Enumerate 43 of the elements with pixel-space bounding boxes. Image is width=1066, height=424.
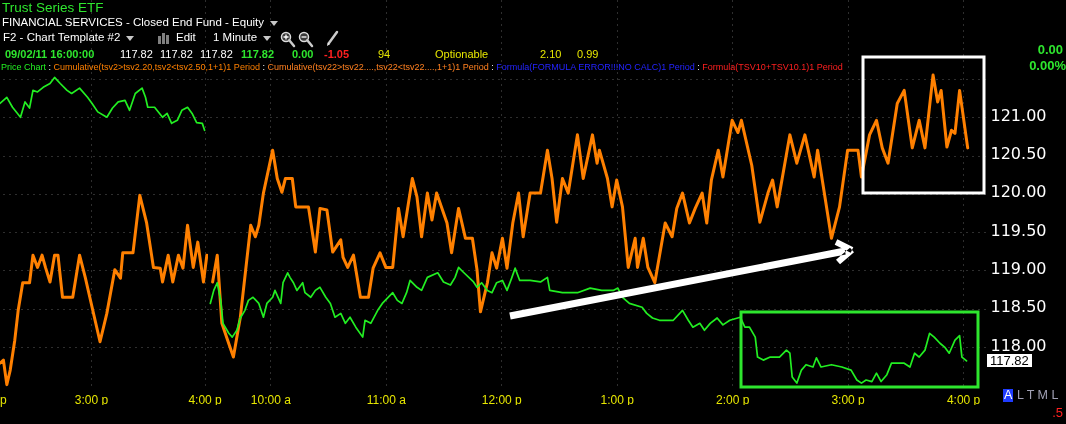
y-tick-label: 118.50 [990,297,1047,317]
y-tick-label: 119.50 [990,220,1047,240]
annotation: 117.82 [160,48,193,60]
text: : [491,62,494,72]
text: FINANCIAL SERVICES - Closed End Fund - Equity [2,16,265,29]
x-tick-label: 11:00 a [366,392,407,407]
y-tick-label: 120.50 [990,144,1047,164]
annotation: Edit [176,31,196,44]
chart-title: Trust Series ETF [2,0,104,15]
annotation: Formula(FORMULA ERROR!!!NO CALC)1 Period [496,62,695,72]
text: 0.00% [1029,58,1066,73]
text: .5 [1052,405,1063,420]
annotation: : [261,62,266,72]
y-tick-label: 119.00 [990,258,1047,278]
y-tick-label: 118.00 [990,335,1047,355]
annotation: 1 Minute [213,31,258,44]
annotation: 0.99 [577,48,599,60]
annotation: Optionable [435,48,489,60]
text: A [1003,388,1014,402]
text: Price Chart [1,62,47,72]
text: : [48,62,52,72]
line-series [209,266,968,384]
annotation: 117.82 [241,48,275,60]
text: Cumulative(tsv2>tsv2.20,tsv2<tsv2.50,1+1)1 Period [53,62,260,72]
x-tick-label: 10:00 a [250,392,292,407]
text: 117.82 [987,353,1032,368]
text: : [697,62,700,72]
text: L T M L [1017,388,1059,402]
line-series [211,73,970,359]
text: p [0,393,7,407]
annotation: 117.82 [120,48,153,60]
annotation: -1.05 [324,48,350,60]
annotation: 2.10 [540,48,562,60]
annotation: 94 [378,48,391,60]
annotation: Cumulative(tsv22>tsv22....,tsv22<tsv22....,1+1)1 Period [267,62,489,72]
text: 0.00 [1037,42,1063,57]
annotation: F2 - Chart Template #2 [3,31,121,44]
annotation: 09/02/11 16:00:00 [5,48,95,60]
annotation: Formula(TSV10+TSV10.1)1 Period [702,62,843,72]
annotation: 117.82 [200,48,233,60]
y-tick-label: 120.00 [990,182,1047,202]
y-tick-label: 121.00 [990,105,1047,125]
annotation: 0.00 [292,48,314,60]
